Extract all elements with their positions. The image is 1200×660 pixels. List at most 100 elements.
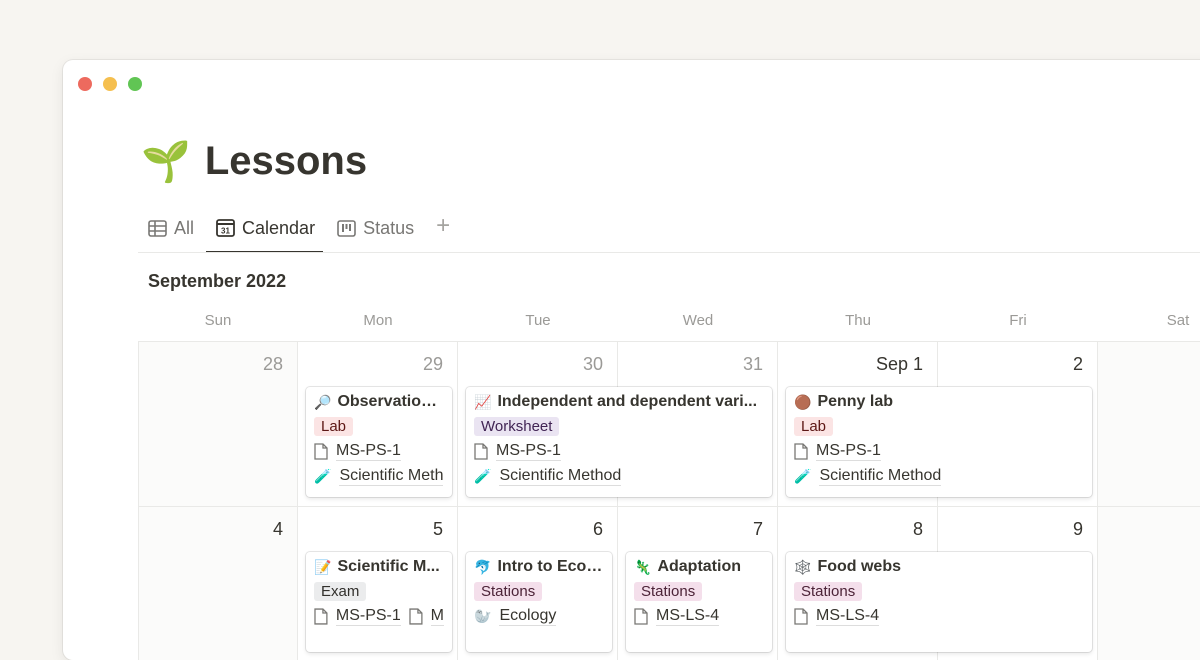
event-icon: 🟤 <box>794 393 812 410</box>
tab-label: Calendar <box>242 217 316 238</box>
calendar-day[interactable] <box>1098 342 1200 507</box>
day-number: 9 <box>1072 519 1083 539</box>
type-tag: Stations <box>634 582 703 601</box>
svg-text:31: 31 <box>221 227 230 236</box>
page-title-text: Lessons <box>204 139 368 183</box>
unit-icon: 🧪 <box>794 468 812 484</box>
tab-calendar[interactable]: 31 Calendar <box>206 214 325 253</box>
standard-property: MS-LS-4 <box>794 607 1084 626</box>
tab-label: Status <box>363 217 415 238</box>
event-title: 🟤 Penny lab <box>794 393 1084 411</box>
calendar-day[interactable]: 4 <box>138 507 298 660</box>
unit-property: 🦭 Ecology <box>474 607 604 626</box>
calendar-day[interactable]: 7 <box>618 507 778 660</box>
type-tag: Lab <box>314 417 354 436</box>
event-card[interactable]: 🐬 Intro to Ecol... Stations 🦭 Ecology <box>466 552 612 652</box>
tab-status[interactable]: Status <box>337 214 424 251</box>
calendar-day[interactable]: 28 <box>138 342 298 507</box>
type-tag: Worksheet <box>474 417 560 436</box>
calendar-day[interactable] <box>1098 507 1200 660</box>
event-icon: 📝 <box>314 558 332 575</box>
calendar-day[interactable]: 29 <box>298 342 458 507</box>
page-icon <box>409 608 423 625</box>
board-icon <box>337 219 356 237</box>
page-icon <box>794 608 808 625</box>
unit-link[interactable]: Scientific Method <box>499 467 622 486</box>
event-title: 🕸️ Food webs <box>794 558 1084 576</box>
standard-property: MS-PS-1 <box>314 442 444 461</box>
calendar-day[interactable]: 2 <box>938 342 1098 507</box>
day-number: 30 <box>582 354 603 374</box>
unit-property: 🧪 Scientific Method <box>474 467 764 486</box>
page-icon <box>794 443 808 460</box>
minimize-window-button[interactable] <box>103 77 117 91</box>
day-number: 5 <box>432 519 443 539</box>
close-window-button[interactable] <box>78 77 92 91</box>
weekday-header: Sat <box>1166 312 1190 329</box>
event-title: 📈 Independent and dependent vari... <box>474 393 764 411</box>
calendar-grid: 28 29 30 31 Sep 1 2 4 5 6 7 8 9 🔎 Observation... Lab MS… <box>138 341 1200 660</box>
day-number: 28 <box>262 354 283 374</box>
event-title-text: Intro to Ecol... <box>497 558 604 575</box>
standard-link[interactable]: MS-PS-1 <box>496 442 561 461</box>
day-number: 8 <box>912 519 923 539</box>
day-number: 31 <box>742 354 763 374</box>
event-title: 🦎 Adaptation <box>634 558 764 576</box>
standard-link[interactable]: MS-PS-1 <box>335 607 401 626</box>
calendar-month: September 2022 <box>148 271 287 291</box>
divider <box>138 252 1200 253</box>
calendar-day[interactable]: 9 <box>938 507 1098 660</box>
event-card[interactable]: 📝 Scientific M... Exam MS-PS-1 M <box>306 552 452 652</box>
tab-all[interactable]: All <box>148 214 204 251</box>
standard-link[interactable]: MS-PS-1 <box>336 442 401 461</box>
type-tag: Exam <box>314 582 367 601</box>
standard-link[interactable]: MS-LS-4 <box>816 607 880 626</box>
weekday-header: Tue <box>525 312 551 329</box>
type-tag: Stations <box>794 582 863 601</box>
event-icon: 🦎 <box>634 558 652 575</box>
event-title-text: Food webs <box>817 558 901 575</box>
seedling-icon: 🌱 <box>141 140 191 184</box>
standard-link[interactable]: M <box>430 607 444 626</box>
add-view-button[interactable]: + <box>436 212 451 239</box>
event-title-text: Independent and dependent vari... <box>497 393 758 410</box>
unit-link[interactable]: Ecology <box>499 607 557 626</box>
weekday-header: Wed <box>682 312 714 329</box>
unit-property: 🧪 Scientific Meth <box>314 467 444 486</box>
view-tabs: All 31 Calendar Status + <box>148 212 472 253</box>
calendar-day[interactable]: 31 <box>618 342 778 507</box>
standard-property: MS-PS-1 M <box>314 607 444 626</box>
event-card[interactable]: 🦎 Adaptation Stations MS-LS-4 <box>626 552 772 652</box>
unit-icon: 🦭 <box>474 608 492 624</box>
page-icon <box>474 443 488 460</box>
standard-property: MS-PS-1 <box>474 442 764 461</box>
event-title-text: Observation... <box>337 393 444 410</box>
event-icon: 🔎 <box>314 393 332 410</box>
day-number: 29 <box>422 354 443 374</box>
app-window: 🌱 Lessons All 31 Calendar Status + Septe… <box>63 60 1200 660</box>
event-card[interactable]: 🔎 Observation... Lab MS-PS-1 🧪 Scientific Met… <box>306 387 452 497</box>
standard-link[interactable]: MS-PS-1 <box>816 442 881 461</box>
event-title: 🐬 Intro to Ecol... <box>474 558 604 576</box>
day-number: Sep 1 <box>875 354 923 374</box>
day-number: 7 <box>752 519 763 539</box>
event-card[interactable]: 🟤 Penny lab Lab MS-PS-1 🧪 Scientific Method <box>786 387 1092 497</box>
type-tag: Lab <box>794 417 834 436</box>
calendar-day[interactable]: 6 <box>458 507 618 660</box>
standard-link[interactable]: MS-LS-4 <box>656 607 720 626</box>
calendar-day[interactable]: 5 <box>298 507 458 660</box>
calendar-icon: 31 <box>216 219 235 237</box>
event-title-text: Penny lab <box>817 393 894 410</box>
event-title: 📝 Scientific M... <box>314 558 444 576</box>
event-title-text: Scientific M... <box>337 558 440 575</box>
weekday-header: Sun <box>204 312 232 329</box>
event-card[interactable]: 📈 Independent and dependent vari... Worksh… <box>466 387 772 497</box>
maximize-window-button[interactable] <box>128 77 142 91</box>
event-card[interactable]: 🕸️ Food webs Stations MS-LS-4 <box>786 552 1092 652</box>
type-tag: Stations <box>474 582 543 601</box>
unit-link[interactable]: Scientific Meth <box>339 467 444 486</box>
event-icon: 🐬 <box>474 558 492 575</box>
unit-link[interactable]: Scientific Method <box>819 467 942 486</box>
event-icon: 🕸️ <box>794 558 812 575</box>
weekday-header: Fri <box>1009 312 1027 329</box>
